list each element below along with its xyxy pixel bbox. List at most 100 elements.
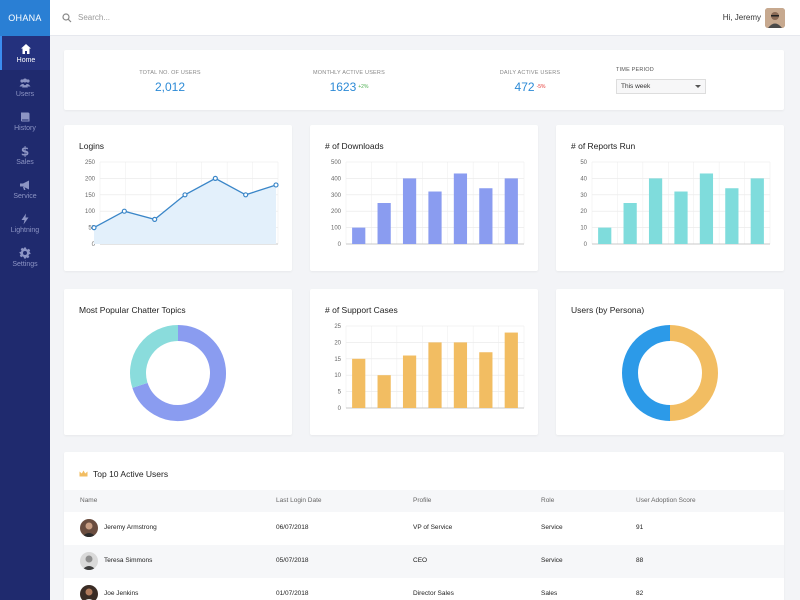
data-point <box>212 175 218 182</box>
data-point <box>152 216 158 223</box>
tick-label: 40 <box>580 176 587 182</box>
bar <box>453 173 468 244</box>
user-name[interactable]: Teresa Simmons <box>104 557 153 564</box>
column-header[interactable]: Role <box>541 497 555 504</box>
brand-logo[interactable]: OHANA <box>0 0 50 36</box>
stat-label: MONTHLY ACTIVE USERS <box>313 70 385 76</box>
role: Sales <box>541 590 558 597</box>
profile: CEO <box>413 557 428 564</box>
data-point <box>91 224 97 231</box>
chart-title: # of Support Cases <box>325 305 398 315</box>
time-period-label: TIME PERIOD <box>616 67 654 73</box>
logins-chart: 050100150200250 <box>85 160 279 248</box>
donut-slice <box>130 325 179 388</box>
chart-title: Logins <box>79 141 105 151</box>
bar <box>428 342 442 408</box>
book-icon <box>21 112 30 121</box>
table-row[interactable]: Joe Jenkins 01/07/2018 Director Sales Sa… <box>64 578 784 600</box>
bar <box>725 188 739 244</box>
sidebar-item-label: Sales <box>16 158 34 166</box>
home-icon <box>21 43 31 54</box>
chatter-donut-chart <box>130 325 226 421</box>
table-header: Name Last Login Date Profile Role User A… <box>64 490 784 512</box>
search-icon[interactable] <box>62 12 72 23</box>
tick-label: 20 <box>580 209 587 215</box>
sidebar-item-label: Users <box>15 90 35 98</box>
column-header[interactable]: Last Login Date <box>276 497 322 504</box>
data-point <box>182 192 188 198</box>
tick-label: 500 <box>331 160 342 166</box>
column-header[interactable]: User Adoption Score <box>636 497 696 504</box>
tick-label: 400 <box>331 176 342 182</box>
sidebar-item-settings[interactable]: Settings <box>0 240 50 274</box>
chart-card-logins: Logins 050100150200250 <box>64 125 292 271</box>
sidebar-item-home[interactable]: Home <box>0 36 50 70</box>
adoption-score: 82 <box>636 590 644 597</box>
role: Service <box>541 557 563 564</box>
chart-card-persona: Users (by Persona) <box>556 289 784 435</box>
tick-label: 150 <box>85 193 96 199</box>
column-header[interactable]: Name <box>80 497 98 504</box>
bar <box>453 342 468 408</box>
stats-panel: TOTAL NO. OF USERS 2,012 MONTHLY ACTIVE … <box>64 50 784 110</box>
reports-chart: 0 10 20 30 40 50 <box>580 160 771 248</box>
persona-donut-chart <box>622 325 718 421</box>
stat-value: 2,012 <box>154 80 186 94</box>
tick-label: 25 <box>334 324 341 330</box>
top-users-table: Top 10 Active Users Name Last Login Date… <box>64 452 784 600</box>
stat-label: DAILY ACTIVE USERS <box>499 70 561 76</box>
table-row[interactable]: Teresa Simmons 05/07/2018 CEO Service 88 <box>64 545 784 578</box>
avatar <box>80 585 98 600</box>
data-point <box>121 208 127 214</box>
sidebar-item-users[interactable]: Users <box>0 70 50 104</box>
time-period-select[interactable]: This week <box>616 79 706 94</box>
chart-title: Most Popular Chatter Topics <box>79 305 186 315</box>
tick-label: 300 <box>331 193 342 199</box>
tick-label: 100 <box>85 209 96 215</box>
sidebar-item-label: Settings <box>12 260 38 268</box>
tick-label: 20 <box>334 340 341 346</box>
search-input[interactable] <box>78 13 278 22</box>
bar <box>428 191 442 244</box>
user-name[interactable]: Joe Jenkins <box>104 590 139 597</box>
stat-delta: -5% <box>536 84 546 90</box>
table-title: Top 10 Active Users <box>93 469 169 479</box>
avatar <box>80 552 98 570</box>
users-icon <box>19 78 31 87</box>
chart-card-reports: # of Reports Run 0 10 20 30 40 50 <box>556 125 784 271</box>
chevron-down-icon <box>695 85 701 88</box>
bar <box>479 352 493 408</box>
bar <box>352 358 366 408</box>
sidebar-item-history[interactable]: History <box>0 104 50 138</box>
table-row[interactable]: Jeremy Armstrong 06/07/2018 VP of Servic… <box>64 512 784 545</box>
chart-title: Users (by Persona) <box>571 305 645 315</box>
role: Service <box>541 524 563 531</box>
tick-label: 10 <box>580 226 587 232</box>
gear-icon <box>19 247 31 258</box>
user-avatar[interactable] <box>765 7 785 28</box>
megaphone-icon <box>20 180 29 190</box>
sidebar-item-lightning[interactable]: Lightning <box>0 206 50 240</box>
stat-label: TOTAL NO. OF USERS <box>139 70 201 76</box>
bar <box>598 227 612 244</box>
bar <box>377 203 391 244</box>
tick-label: 50 <box>580 160 587 166</box>
donut-slice <box>132 325 226 421</box>
chart-card-downloads: # of Downloads 0 100 200 300 400 500 <box>310 125 538 271</box>
user-name[interactable]: Jeremy Armstrong <box>104 524 157 531</box>
tick-label: 100 <box>331 226 342 232</box>
chart-title: # of Reports Run <box>571 141 636 151</box>
adoption-score: 91 <box>636 524 644 531</box>
data-point <box>243 192 249 198</box>
sidebar-item-service[interactable]: Service <box>0 172 50 206</box>
top-header: Hi, Jeremy <box>50 0 800 36</box>
chart-title: # of Downloads <box>325 141 384 151</box>
donut-slice <box>622 325 671 421</box>
sidebar-item-label: Service <box>13 192 37 200</box>
sidebar-item-sales[interactable]: $ Sales <box>0 138 50 172</box>
tick-label: 0 <box>338 406 342 412</box>
donut-slice <box>669 325 718 421</box>
stat-delta: +2% <box>358 84 369 90</box>
tick-label: 0 <box>338 242 342 248</box>
column-header[interactable]: Profile <box>413 497 432 504</box>
